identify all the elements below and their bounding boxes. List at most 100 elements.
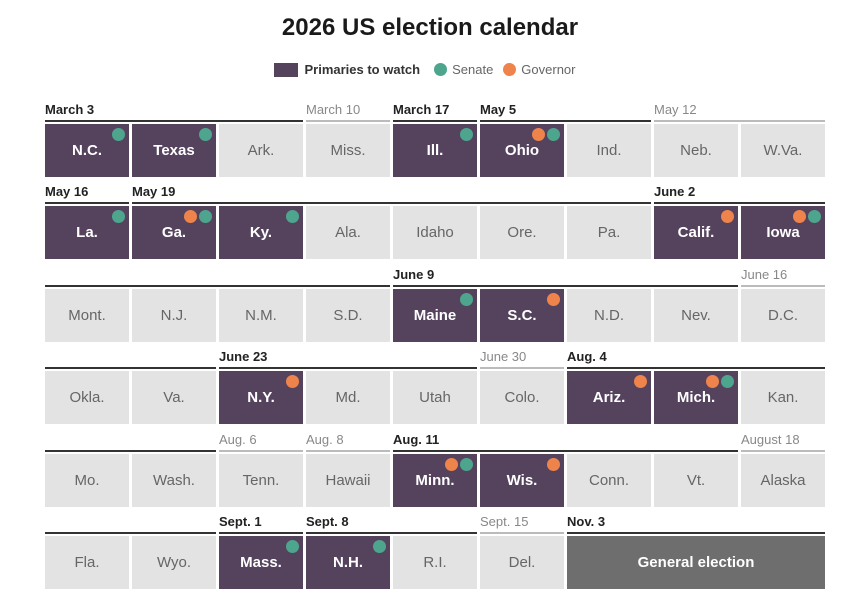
state-cell: Texas	[132, 124, 216, 177]
state-label: Wyo.	[156, 554, 192, 571]
state-label: D.C.	[768, 307, 798, 324]
state-cell: Mo.	[45, 454, 129, 507]
race-dots	[112, 128, 125, 141]
primaries-swatch	[274, 62, 299, 77]
state-cell: W.Va.	[741, 124, 825, 177]
state-label: Ariz.	[592, 389, 626, 406]
state-cell: N.M.	[219, 289, 303, 342]
state-cell: Maine	[393, 289, 477, 342]
state-cell: Va.	[132, 371, 216, 424]
race-dots	[793, 210, 821, 223]
state-cell: Ala.	[306, 206, 390, 259]
date-label: June 16	[741, 267, 788, 282]
state-cell: Ark.	[219, 124, 303, 177]
state-label: Wis.	[506, 472, 538, 489]
state-cell: Wash.	[132, 454, 216, 507]
governor-dot-icon	[445, 458, 458, 471]
senate-dot-icon	[460, 128, 473, 141]
governor-dot-icon	[532, 128, 545, 141]
state-label: La.	[76, 224, 98, 241]
race-dots	[547, 293, 560, 306]
race-dots	[286, 210, 299, 223]
date-section-line	[393, 285, 738, 287]
date-section-line	[132, 202, 651, 204]
state-cell: Tenn.	[219, 454, 303, 507]
legend-primaries-label: Primaries to watch	[304, 62, 421, 77]
state-label: Miss.	[330, 142, 366, 159]
date-label: May 16	[45, 184, 89, 199]
state-label: Conn.	[588, 472, 630, 489]
senate-dot-icon	[373, 540, 386, 553]
state-cell: S.C.	[480, 289, 564, 342]
state-cell: N.H.	[306, 536, 390, 589]
state-cell: Ind.	[567, 124, 651, 177]
state-label: Maine	[413, 307, 457, 324]
state-label: Okla.	[69, 389, 105, 406]
date-label: Nov. 3	[567, 514, 606, 529]
date-section-line	[393, 120, 477, 122]
state-cell: N.D.	[567, 289, 651, 342]
race-dots	[112, 210, 125, 223]
state-label: Kan.	[767, 389, 799, 406]
date-label: Aug. 8	[306, 432, 344, 447]
state-cell: Nev.	[654, 289, 738, 342]
governor-dot-icon	[634, 375, 647, 388]
legend-senate-label: Senate	[452, 62, 494, 77]
senate-dot-icon	[721, 375, 734, 388]
state-cell: Okla.	[45, 371, 129, 424]
date-label: August 18	[741, 432, 800, 447]
state-label: Mont.	[68, 307, 106, 324]
state-label: R.I.	[423, 554, 447, 571]
senate-dot-icon	[460, 293, 473, 306]
date-section-line	[741, 285, 825, 287]
state-label: Tenn.	[242, 472, 280, 489]
state-cell: N.Y.	[219, 371, 303, 424]
date-section-line	[45, 120, 303, 122]
state-label: S.C.	[507, 307, 537, 324]
state-label: Alaska	[760, 472, 806, 489]
race-dots	[460, 128, 473, 141]
state-label: Ga.	[161, 224, 187, 241]
state-label: Ill.	[426, 142, 444, 159]
date-section-line	[45, 202, 129, 204]
state-label: Md.	[335, 389, 361, 406]
race-dots	[634, 375, 647, 388]
senate-dot-icon	[808, 210, 821, 223]
state-label: Mass.	[240, 554, 282, 571]
state-cell: Ga.	[132, 206, 216, 259]
page-title: 2026 US election calendar	[281, 14, 579, 41]
state-label: Ore.	[507, 224, 537, 241]
date-label: Sept. 15	[480, 514, 529, 529]
race-dots	[547, 458, 560, 471]
legend-governor-label: Governor	[521, 62, 576, 77]
race-dots	[184, 210, 212, 223]
senate-dot-icon	[199, 128, 212, 141]
race-dots	[199, 128, 212, 141]
date-section-line	[219, 367, 477, 369]
state-label: Pa.	[597, 224, 621, 241]
date-section-line	[567, 367, 825, 369]
date-label: Aug. 4	[567, 349, 607, 364]
state-label: N.Y.	[247, 389, 275, 406]
state-label: Ky.	[249, 224, 273, 241]
state-label: Del.	[508, 554, 536, 571]
race-dots	[532, 128, 560, 141]
state-label: Utah	[419, 389, 451, 406]
state-cell: Mich.	[654, 371, 738, 424]
state-cell: Hawaii	[306, 454, 390, 507]
state-label: Ala.	[335, 224, 361, 241]
governor-dot-icon	[547, 458, 560, 471]
date-section-line	[45, 285, 390, 287]
state-cell: Utah	[393, 371, 477, 424]
date-section-line	[654, 202, 825, 204]
senate-dot-icon	[547, 128, 560, 141]
state-label: Texas	[153, 142, 195, 159]
governor-dot-icon	[184, 210, 197, 223]
state-cell: N.J.	[132, 289, 216, 342]
state-label: Nev.	[681, 307, 711, 324]
state-cell: Kan.	[741, 371, 825, 424]
date-label: June 9	[393, 267, 435, 282]
state-label: Mich.	[676, 389, 716, 406]
governor-dot-icon	[721, 210, 734, 223]
state-cell: Miss.	[306, 124, 390, 177]
